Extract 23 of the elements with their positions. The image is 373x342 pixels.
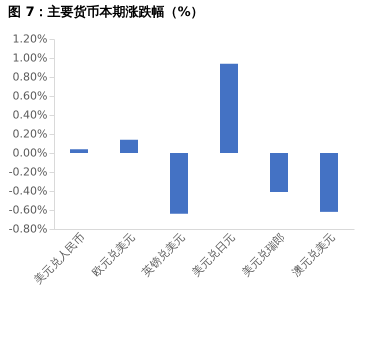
y-tick-label: -0.80%	[8, 222, 48, 236]
x-tick-label: 澳元兑美元	[289, 230, 338, 279]
y-tick-label: 1.20%	[12, 32, 48, 46]
bar	[270, 153, 288, 192]
y-tick-label: -0.60%	[8, 204, 48, 216]
y-tick-label: -0.40%	[8, 184, 48, 198]
y-tick-label: 0.20%	[12, 128, 48, 140]
x-tick-label: 欧元兑美元	[89, 230, 138, 279]
x-tick-label: 美元兑瑞郎	[239, 230, 288, 279]
y-tick-label: 0.80%	[12, 70, 48, 84]
x-tick-label: 美元兑日元	[189, 230, 238, 279]
y-tick-label: 0.00%	[12, 146, 48, 160]
bar	[70, 149, 88, 153]
y-tick-label: 0.60%	[12, 90, 48, 102]
y-tick-label: -0.20%	[8, 166, 48, 178]
x-tick-label: 英镑兑美元	[139, 230, 188, 279]
y-tick-label: 0.40%	[12, 108, 48, 122]
chart-title: 图 7：主要货币本期涨跌幅（%）	[8, 4, 204, 20]
bar	[170, 153, 188, 214]
bar	[120, 140, 138, 153]
bar	[320, 153, 338, 212]
y-tick-label: 1.00%	[12, 52, 48, 64]
bar	[220, 64, 238, 153]
